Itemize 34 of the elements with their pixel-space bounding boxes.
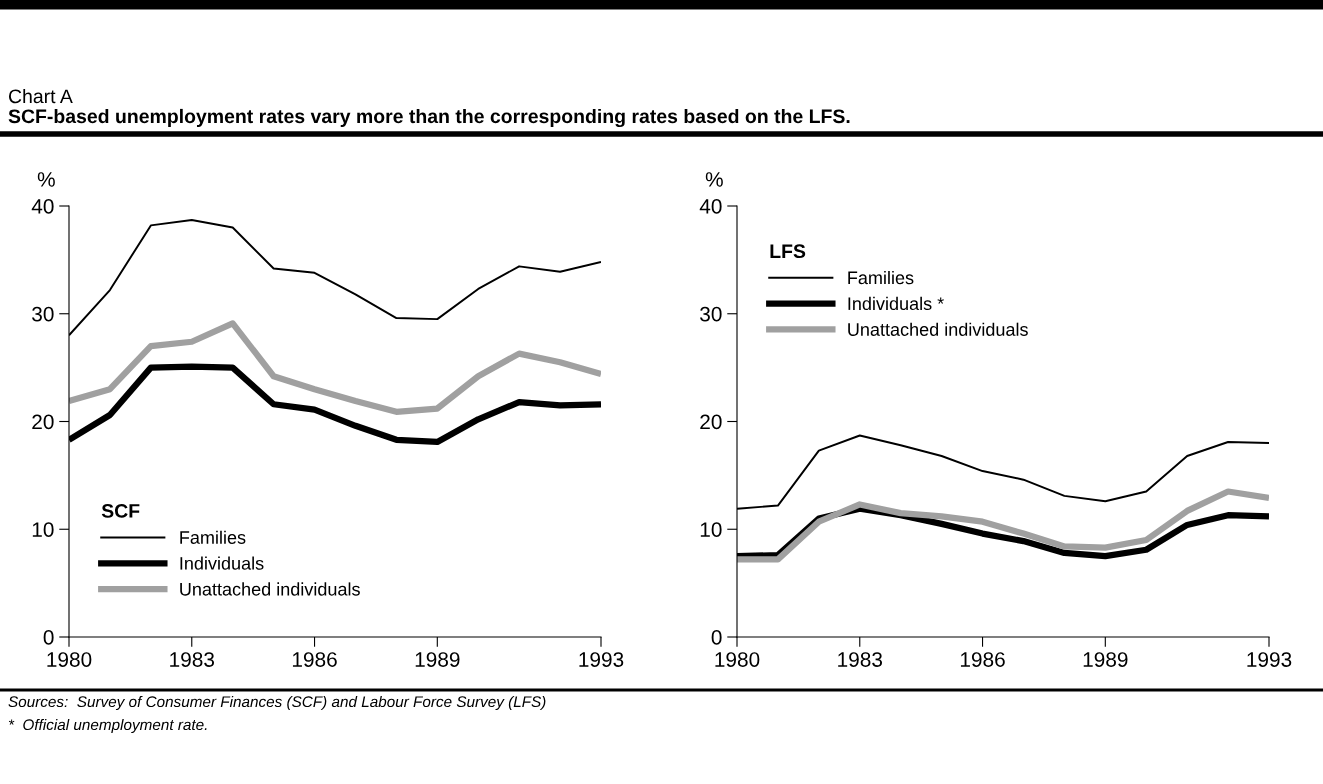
text: * Official unemployment rate.: [8, 718, 207, 734]
x-tick-label: 1993: [579, 652, 624, 667]
legend-title: LFS: [770, 244, 806, 259]
legend-label: Individuals *: [848, 296, 944, 311]
y-tick-label: 30: [32, 306, 54, 322]
y-axis-title: %: [37, 172, 55, 187]
x-tick-label: 1993: [1247, 652, 1292, 667]
x-tick-label: 1983: [838, 652, 883, 667]
x-tick-label: 1986: [960, 652, 1005, 667]
x-tick-label: 1989: [1083, 652, 1128, 667]
x-tick-label: 1989: [415, 652, 460, 667]
legend-label: Families: [848, 270, 914, 285]
y-tick-label: 0: [711, 630, 722, 645]
chart-title: Chart A: [8, 88, 73, 104]
y-tick-label: 10: [32, 522, 54, 537]
y-tick-label: 30: [700, 306, 722, 322]
y-tick-label: 10: [700, 522, 722, 537]
legend-label: Unattached individuals: [848, 322, 1028, 336]
x-tick-label: 1980: [715, 652, 760, 667]
y-tick-label: 40: [31, 199, 54, 214]
legend-title: SCF: [101, 504, 140, 518]
y-tick-label: 20: [32, 414, 54, 430]
y-tick-label: 40: [699, 199, 722, 214]
y-tick-label: 20: [700, 414, 722, 430]
y-tick-label: 0: [43, 630, 54, 645]
y-axis-title: %: [705, 172, 723, 187]
x-tick-label: 1986: [292, 652, 337, 667]
legend-label: Unattached individuals: [180, 582, 360, 596]
x-tick-label: 1980: [47, 652, 92, 667]
x-tick-label: 1983: [170, 652, 215, 667]
legend-label: Individuals: [180, 556, 264, 570]
source-note: Sources: Survey of Consumer Finances (SCF) and Labour Force Survey (LFS): [8, 695, 546, 711]
chart-subtitle: SCF-based unemployment rates vary more than the corresponding rates based on the LFS.: [8, 108, 850, 128]
legend-label: Families: [180, 530, 246, 544]
